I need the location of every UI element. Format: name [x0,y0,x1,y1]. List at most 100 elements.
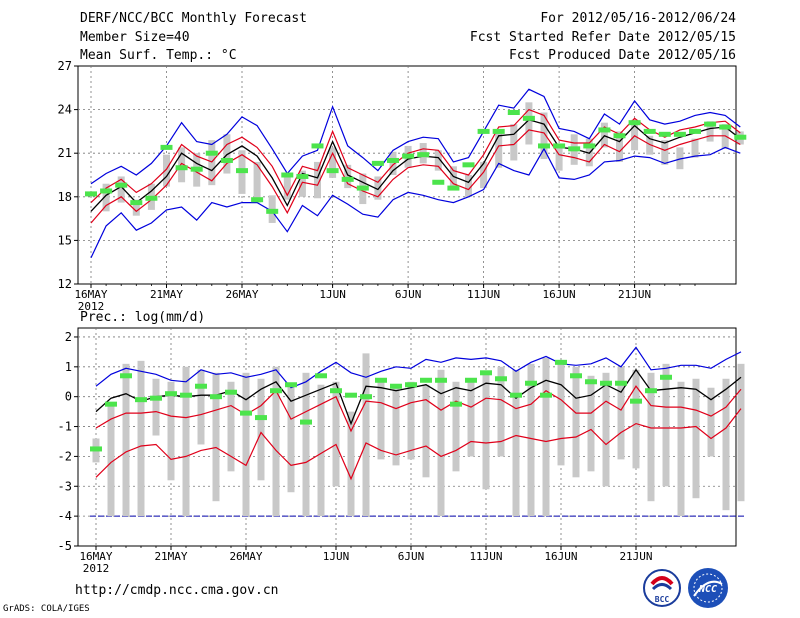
prec-obs-range-bar [197,369,205,445]
prec-series-ensemble-mean [95,368,742,426]
temp-x-tick-label: 26MAY [225,288,258,301]
prec-x-tick-label: 16MAY [79,550,112,563]
prec-series-mean-2sd [95,408,742,481]
temp-plot-frame [77,65,737,285]
prec-obs-range-bar [272,366,280,517]
temp-climate-marker [100,188,113,194]
temp-climate-marker [190,166,203,172]
temp-climate-marker [160,144,173,150]
prec-obs-range-bar [152,378,160,436]
temp-climate-marker [115,182,128,188]
temp-climate-marker [568,146,581,152]
bcc-logo: BCC [643,569,681,607]
prec-climate-marker [525,380,537,386]
temp-climate-marker [326,168,339,174]
temp-climate-marker [583,143,596,149]
prec-y-tick-label: 2 [65,330,72,344]
prec-climate-marker [405,382,417,388]
temp-climate-marker [387,157,399,163]
temp-obs-range-bar [117,176,125,203]
forecast-start-label: Fcst Started Refer Date 2012/05/15 [469,30,736,45]
temp-climate-marker [356,185,369,191]
temp-x-tick-label: 11JUN [467,288,500,301]
prec-climate-marker [540,392,552,398]
prec-obs-range-bar [122,363,130,517]
prec-obs-range-bar [302,372,310,517]
prec-obs-range-bar [512,369,520,517]
prec-climate-marker [240,410,252,416]
prec-obs-range-bar [617,366,625,460]
temp-series-maximum [90,88,741,185]
prec-obs-range-bar [437,369,445,517]
prec-y-tick-label: -1 [58,420,72,434]
prec-obs-range-bar [692,378,700,499]
prec-obs-range-bar [212,372,220,502]
grads-credit: GrADS: COLA/IGES [3,604,90,614]
temp-obs-range-bar [495,129,503,168]
temp-series-mean-sd [90,129,741,224]
temp-x-tick-year-label: 2012 [78,300,105,313]
prec-obs-range-bar [632,369,640,469]
prec-y-tick-label: -3 [58,479,72,493]
temp-obs-range-bar [314,161,321,199]
prec-climate-marker [330,388,342,394]
temp-obs-range-bar [389,151,397,175]
temp-obs-range-bar [374,176,382,200]
temp-climate-marker [251,197,264,203]
temp-climate-marker [236,168,248,174]
prec-climate-marker [630,398,642,404]
prec-obs-range-bar [287,384,295,493]
prec-obs-range-bar [497,366,505,457]
temp-climate-marker [492,128,505,134]
prec-obs-range-bar [557,360,565,466]
temp-climate-marker [734,134,747,140]
prec-obs-range-bar [527,363,535,517]
prec-obs-range-bar [467,378,475,457]
forecast-period-label: For 2012/05/16-2012/06/24 [540,11,736,26]
prec-obs-range-bar [647,372,655,502]
prec-y-tick-label: -2 [58,449,72,463]
bcc-logo-text: BCC [655,595,670,604]
prec-climate-marker [105,401,117,407]
temp-obs-range-bar [465,175,472,197]
prec-obs-range-bar [737,363,745,502]
temp-climate-marker [643,128,656,134]
temp-climate-marker [553,143,566,149]
prec-climate-marker [375,377,387,383]
prec-climate-marker [165,391,177,397]
ncc-logo: NCC [688,568,728,608]
temp-climate-marker [341,176,354,182]
prec-obs-range-bar [707,387,715,457]
prec-obs-range-bar [722,378,730,511]
temp-obs-range-bar [132,199,140,216]
prec-obs-range-bar [137,360,145,517]
prec-climate-marker [120,373,132,379]
forecast-produced-label: Fcst Produced Date 2012/05/16 [509,48,736,63]
ncc-logo-text: NCC [698,584,717,595]
temp-climate-marker [205,150,218,156]
temp-climate-marker [130,200,143,206]
temp-obs-range-bar [253,161,261,203]
temp-series-ensemble-mean [90,119,741,212]
temp-obs-range-bar [676,147,684,170]
temp-obs-range-bar [434,150,442,171]
prec-x-tick-label: 6JUN [398,550,425,563]
temp-x-tick-label: 16MAY [74,288,107,301]
prec-x-tick-label: 21JUN [619,550,652,563]
prec-climate-marker [345,392,357,398]
source-url: http://cmdp.ncc.cma.gov.cn [75,583,279,598]
prec-climate-marker [285,382,297,388]
prec-climate-marker [90,446,102,452]
prec-variable-label: Prec.: log(mm/d) [80,310,206,325]
prec-obs-range-bar [257,378,265,481]
temp-obs-range-bar [208,140,216,186]
prec-x-tick-label: 16JUN [544,550,577,563]
temp-climate-marker [296,173,309,179]
prec-obs-range-bar [227,381,235,472]
prec-obs-range-bar [662,363,670,487]
temp-x-tick-label: 1JUN [319,288,346,301]
temp-obs-range-bar [480,161,488,189]
temp-obs-range-bar [329,147,337,178]
temp-climate-marker [673,131,686,137]
